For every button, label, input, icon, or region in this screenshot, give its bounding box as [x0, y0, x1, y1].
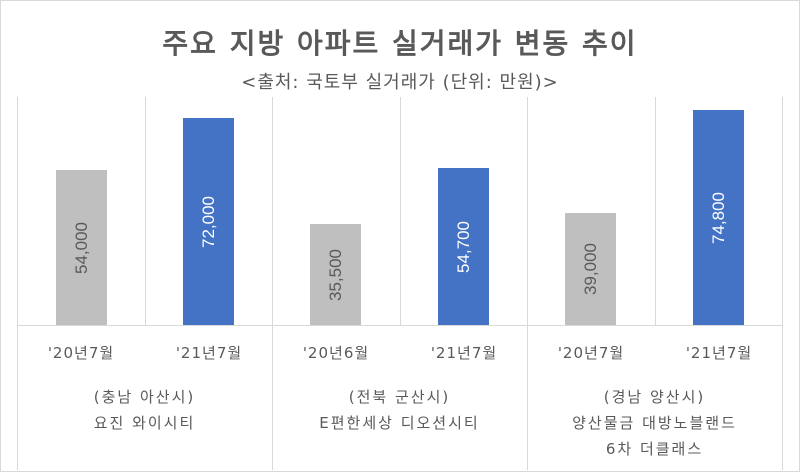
divider [527, 97, 528, 470]
category-label: '20년6월 [302, 344, 370, 362]
chart-title: 주요 지방 아파트 실거래가 변동 추이 [162, 27, 638, 60]
group-label-gunsan: (전북 군산시) E편한세상 디오션시티 [272, 384, 527, 436]
data-label: 54,700 [453, 220, 473, 273]
bar-asan-2020: 54,000 [56, 170, 107, 325]
divider [272, 97, 273, 470]
data-label: 72,000 [198, 195, 218, 248]
category-label: '20년7월 [557, 344, 625, 362]
chart-subtitle: <출처: 국토부 실거래가 (단위: 만원)> [241, 72, 559, 93]
complex-name: 요진 와이시티 [93, 414, 196, 432]
category-label: '21년7월 [175, 344, 243, 362]
divider [145, 97, 146, 325]
bar-gunsan-2020: 35,500 [310, 224, 361, 325]
category-label: '20년7월 [47, 344, 115, 362]
bar-yangsan-2020: 39,000 [565, 213, 616, 325]
bar-yangsan-2021: 74,800 [693, 110, 744, 325]
bar-asan-2021: 72,000 [183, 118, 234, 325]
region-label: (경남 양산시) [603, 388, 706, 406]
bar-gunsan-2021: 54,700 [438, 168, 489, 325]
category-label: '21년7월 [685, 344, 753, 362]
baseline [17, 325, 783, 326]
data-label: 35,500 [325, 248, 345, 301]
divider [400, 97, 401, 325]
group-label-yangsan: (경남 양산시) 양산물금 대방노블랜드 6차 더클래스 [527, 384, 782, 462]
complex-name: 6차 더클래스 [605, 440, 704, 458]
complex-name: E편한세상 디오션시티 [319, 414, 480, 432]
category-label: '21년7월 [430, 344, 498, 362]
data-label: 74,800 [708, 191, 728, 244]
complex-name: 양산물금 대방노블랜드 [572, 414, 737, 432]
group-label-asan: (충남 아산시) 요진 와이시티 [17, 384, 272, 436]
region-label: (전북 군산시) [348, 388, 451, 406]
data-label: 39,000 [580, 243, 600, 295]
divider [17, 97, 18, 470]
data-label: 54,000 [71, 221, 91, 274]
region-label: (충남 아산시) [93, 388, 196, 406]
divider [655, 97, 656, 325]
divider [782, 97, 783, 470]
